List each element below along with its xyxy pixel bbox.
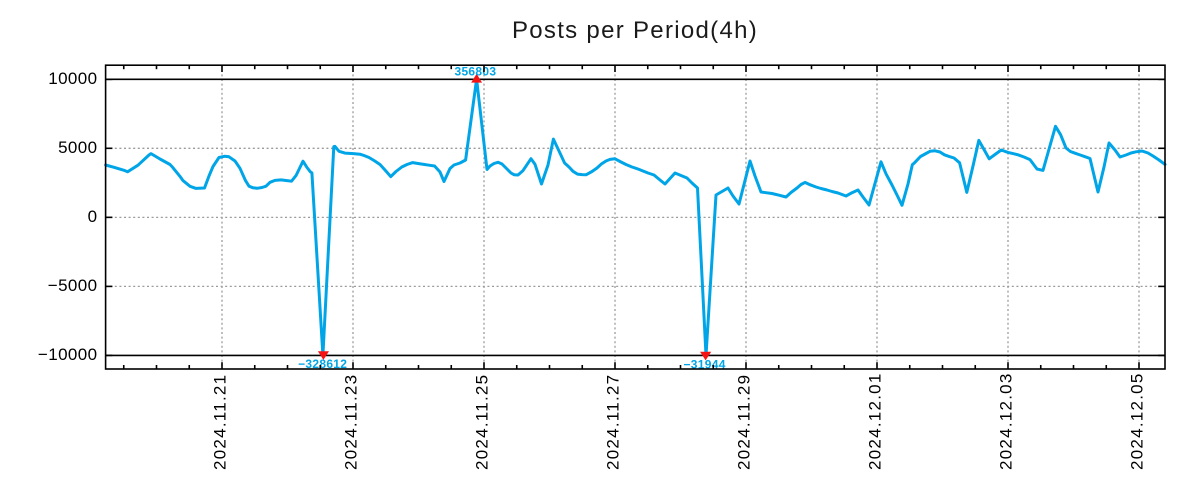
svg-text:2024.11.23: 2024.11.23 [341, 374, 360, 470]
svg-text:5000: 5000 [58, 138, 97, 157]
svg-text:2024.11.29: 2024.11.29 [734, 374, 753, 470]
svg-text:2024.12.01: 2024.12.01 [865, 372, 884, 470]
svg-text:2024.12.05: 2024.12.05 [1127, 372, 1146, 470]
svg-text:−10000: −10000 [38, 345, 98, 364]
svg-text:10000: 10000 [48, 69, 97, 88]
svg-text:2024.12.03: 2024.12.03 [996, 372, 1015, 470]
svg-text:−5000: −5000 [48, 276, 98, 295]
svg-text:−328612: −328612 [298, 357, 347, 371]
svg-text:Posts per Period(4h): Posts per Period(4h) [512, 17, 758, 44]
svg-text:2024.11.27: 2024.11.27 [603, 374, 622, 470]
svg-text:2024.11.25: 2024.11.25 [472, 374, 491, 470]
svg-text:0: 0 [88, 207, 98, 226]
svg-text:−31944: −31944 [684, 357, 726, 371]
svg-text:356803: 356803 [454, 65, 496, 79]
svg-text:2024.11.21: 2024.11.21 [210, 374, 229, 470]
